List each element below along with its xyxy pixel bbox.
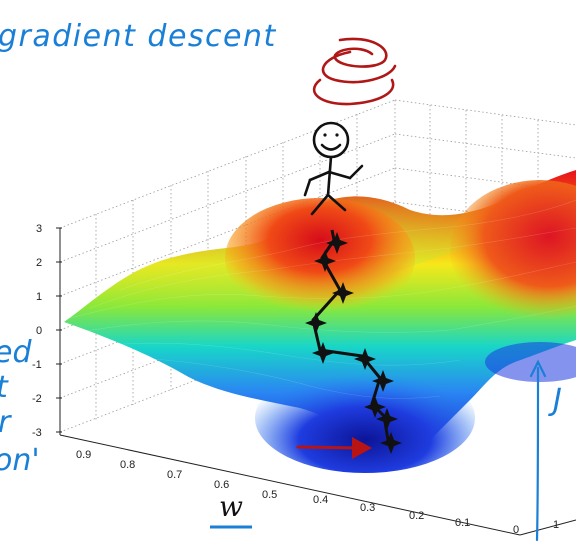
cost-height-arrow (529, 359, 547, 542)
z-axis-ticks: 3 2 1 0 -1 -2 -3 (32, 223, 42, 439)
dizzy-spiral (312, 37, 397, 106)
z-tick: -2 (32, 393, 42, 405)
left-annotation-line-4: on' (0, 443, 40, 478)
w-tick: 0 (513, 524, 519, 536)
w-tick: 0.6 (214, 479, 229, 491)
slide-title: gradient descent (0, 19, 277, 54)
w-tick: 0.3 (360, 502, 375, 514)
w-tick: 0.1 (455, 517, 470, 529)
z-tick: -3 (32, 427, 42, 439)
cost-surface (64, 170, 576, 473)
w-tick: 0.7 (167, 469, 182, 481)
z-tick: 1 (36, 291, 42, 303)
z-tick: -1 (32, 359, 42, 371)
w-tick: 0.9 (76, 449, 91, 461)
w-axis-ticks: 0.9 0.8 0.7 0.6 0.5 0.4 0.3 0.2 0.1 0 (76, 449, 519, 536)
left-annotation: ed t r on' (0, 335, 40, 478)
descent-step-markers (305, 232, 402, 454)
stick-figure-head (312, 121, 350, 159)
left-annotation-line-3: r (0, 405, 12, 440)
w-tick: 0.5 (262, 489, 277, 501)
left-annotation-line-2: t (0, 370, 9, 405)
left-annotation-line-1: ed (0, 335, 32, 370)
cost-label-j: J (548, 383, 562, 418)
z-tick: 2 (36, 257, 42, 269)
w-axis-label: w (219, 490, 243, 523)
b-tick: 1 (553, 519, 559, 531)
z-tick: 3 (36, 223, 42, 235)
w-tick: 0.4 (313, 494, 328, 506)
stick-figure (303, 121, 364, 216)
w-tick: 0.2 (409, 510, 424, 522)
w-tick: 0.8 (120, 459, 135, 471)
z-tick: 0 (36, 325, 42, 337)
z-axis-tick-marks (56, 227, 62, 433)
minimum-arrow (296, 437, 372, 459)
